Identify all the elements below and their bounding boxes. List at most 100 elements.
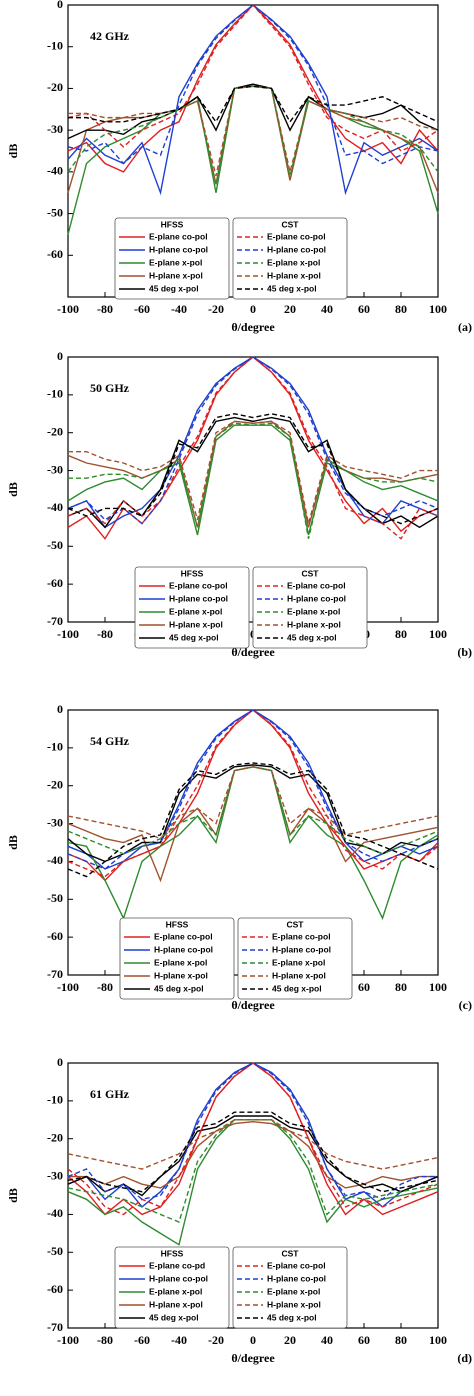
legend-label: E-plane x-pol [267, 257, 320, 267]
legend-label: H-plane co-pol [154, 944, 213, 954]
x-tick-label: 60 [358, 980, 370, 994]
series-line [67, 85, 439, 185]
series-line [67, 424, 439, 536]
legend-label: H-plane co-pol [287, 593, 346, 603]
legend-box [232, 1246, 348, 1329]
legend-label: E-plane x-pol [267, 1286, 320, 1296]
legend-label: H-plane x-pol [149, 270, 203, 280]
legend-title: HFSS [166, 919, 189, 929]
series-line [68, 1120, 438, 1189]
series-line [67, 1062, 439, 1208]
x-tick-label: 40 [321, 1333, 333, 1347]
series-line [68, 85, 439, 124]
x-tick-label: -20 [208, 1333, 224, 1347]
frequency-annotation: 61 GHz [90, 1087, 130, 1101]
legend-box [119, 917, 235, 1000]
y-axis-label: dB [6, 1188, 20, 1203]
x-tick-label: -80 [97, 980, 113, 994]
legend-label: E-plane co-pol [287, 580, 346, 590]
x-tick-label: -100 [57, 1333, 79, 1347]
series-line [67, 709, 439, 870]
y-tick-label: -30 [47, 815, 63, 829]
legend-label: E-plane x-pol [149, 257, 202, 267]
y-tick-label: -30 [47, 462, 63, 476]
legend-label: 45 deg x-pol [267, 1312, 317, 1322]
frequency-annotation: 50 GHz [90, 381, 130, 395]
series-line [68, 422, 439, 539]
x-axis-label: θ/degree [231, 1351, 275, 1365]
series-line [67, 1062, 438, 1201]
series-line [67, 4, 439, 165]
x-tick-label: 20 [284, 302, 296, 316]
series-line [67, 83, 439, 140]
panel-label: (a) [458, 320, 472, 334]
legend-label: E-plane co-pol [169, 580, 228, 590]
y-tick-label: -50 [47, 1244, 63, 1258]
y-tick-label: -60 [47, 247, 63, 261]
x-tick-label: -60 [134, 302, 150, 316]
y-tick-label: -60 [47, 1282, 63, 1296]
y-tick-label: -20 [47, 1130, 63, 1144]
legend-label: H-plane co-pol [272, 944, 331, 954]
legend-title: HFSS [161, 219, 184, 229]
panel: 0 -10 -20 -30 -40 -50 -60 -100 -80 -60 -40 -20 0 20 40… [6, 0, 472, 334]
y-axis-label: dB [6, 835, 20, 850]
series-line [68, 420, 438, 524]
y-tick-label: -60 [47, 576, 63, 590]
panel-label: (b) [457, 645, 472, 659]
x-tick-label: 60 [358, 302, 370, 316]
y-tick-label: 0 [57, 0, 63, 11]
series-line [67, 1119, 439, 1223]
x-tick-label: -80 [97, 1333, 113, 1347]
legend-label: E-plane co-pol [149, 231, 208, 241]
x-tick-label: -100 [57, 627, 79, 641]
y-tick-label: -10 [47, 38, 63, 52]
legend-label: H-plane co-pol [149, 1273, 208, 1283]
x-tick-label: -80 [97, 302, 113, 316]
y-tick-label: 0 [57, 349, 63, 363]
legend-label: E-plane co-pol [267, 231, 326, 241]
legend-label: 45 deg x-pol [154, 983, 204, 993]
y-tick-label: -60 [47, 929, 63, 943]
x-tick-label: -60 [134, 1333, 150, 1347]
legend: HFSS E-plane co-pol H-plane co-pol E-plane … [134, 566, 368, 649]
x-tick-label: -40 [171, 1333, 187, 1347]
legend-title: CST [282, 219, 300, 229]
y-tick-label: -40 [47, 500, 63, 514]
series-line [67, 83, 439, 235]
series-line [67, 416, 439, 529]
y-tick-label: -40 [47, 164, 63, 178]
legend-label: E-plane x-pol [272, 957, 325, 967]
x-axis-label: θ/degree [231, 998, 275, 1012]
y-tick-label: -10 [47, 1093, 63, 1107]
series-line [67, 356, 439, 540]
y-tick-label: -10 [47, 740, 63, 754]
series-line [67, 1119, 439, 1246]
legend-label: 45 deg x-pol [149, 283, 199, 293]
y-tick-label: -40 [47, 853, 63, 867]
legend-title: HFSS [181, 568, 204, 578]
legend-label: E-plane x-pol [154, 957, 207, 967]
series-line [67, 766, 439, 855]
x-tick-label: -40 [171, 302, 187, 316]
legend-title: CST [302, 568, 320, 578]
series-line [67, 3, 439, 152]
y-tick-label: 0 [57, 702, 63, 716]
series-line [67, 356, 439, 525]
y-tick-label: -40 [47, 1206, 63, 1220]
y-tick-label: 0 [57, 1055, 63, 1069]
panel: 0-10-20-30-40-50-60-70-100-80-60-40-2002… [6, 349, 472, 659]
frequency-annotation: 54 GHz [90, 734, 130, 748]
y-tick-label: -20 [47, 777, 63, 791]
y-axis-label: dB [6, 144, 20, 159]
x-tick-label: 40 [321, 302, 333, 316]
legend-title: HFSS [161, 1248, 184, 1258]
x-tick-label: 80 [395, 1333, 407, 1347]
x-tick-label: -100 [57, 302, 79, 316]
legend-box [232, 217, 348, 300]
y-tick-label: -50 [47, 205, 63, 219]
legend-box [114, 217, 230, 300]
x-tick-label: 100 [429, 1333, 447, 1347]
